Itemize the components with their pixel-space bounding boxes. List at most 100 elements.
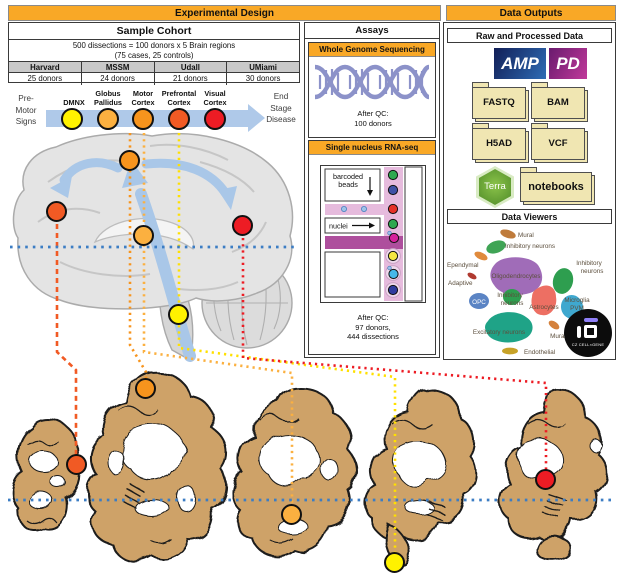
slice-1-prefrontal	[11, 418, 81, 532]
wgs-title: Whole Genome Sequencing	[309, 43, 435, 57]
dna-strand	[314, 64, 430, 100]
beads-label-line2: beads	[338, 180, 358, 189]
nucleus-particle	[340, 206, 347, 213]
left-arc-arrow	[59, 158, 123, 185]
stage-line: DMNX	[63, 97, 85, 107]
umap-label-mural-top: Mural	[518, 232, 534, 239]
bead	[388, 232, 400, 244]
dna-strand	[314, 64, 430, 100]
stage-line: Visual	[204, 89, 226, 98]
snrna-qc-line: 97 donors,	[355, 322, 391, 332]
stage-dot-globus-pallidus	[97, 108, 119, 130]
umap-label-mural-bottom: Mural	[550, 333, 566, 340]
experimental-design-header: Experimental Design	[8, 5, 441, 21]
vcf-folder: VCF	[530, 123, 585, 160]
umap-label-inhibitory-top: Inhibitory neurons	[505, 243, 555, 250]
cohort-summary: 500 dissections = 100 donors x 5 Brain r…	[9, 40, 299, 62]
umap-label-inhibitory-mid-2: neurons	[501, 300, 524, 307]
stage-line: Cortex	[131, 97, 155, 107]
umap-label-inhibitory-right-1: Inhibitory	[576, 260, 602, 267]
coronal-slices	[11, 370, 608, 565]
site-name: Udall	[154, 62, 228, 73]
brain-dot-prefrontal	[46, 201, 67, 222]
cellxgene-square-icon	[584, 325, 597, 338]
site-name: MSSM	[81, 62, 155, 73]
sample-cohort-title: Sample Cohort	[9, 23, 299, 40]
slice-2-motor	[86, 370, 227, 562]
stage-dot-visual-cortex	[204, 108, 226, 130]
microfluidics-diagram: barcoded beads nuclei	[320, 165, 426, 303]
umap-label-microglia-2: PVM	[570, 305, 584, 312]
snrna-qc-line: 444 dissections	[347, 332, 399, 341]
notebooks-folder: notebooks	[519, 167, 592, 202]
nuclei-channel	[325, 204, 384, 215]
lower-reservoir	[324, 251, 381, 298]
bead	[388, 268, 399, 280]
brain-dot-dmnx	[168, 304, 189, 325]
data-outputs-panel: Raw and Processed Data AMP PD FASTQ BAM …	[443, 22, 616, 360]
umap-label-astrocytes: Astrocytes	[529, 304, 558, 311]
cluster-inhibitory-right	[552, 268, 574, 294]
end-stage-line: Disease	[266, 115, 296, 124]
dna-helix-icon	[314, 64, 430, 100]
bead	[387, 218, 399, 230]
site-name: Harvard	[9, 62, 82, 73]
stage-line: Cortex	[167, 97, 191, 107]
site-name: UMiami	[227, 62, 299, 73]
cohort-summary-line1: 500 dissections = 100 donors x 5 Brain r…	[72, 41, 236, 50]
stage-line: Cortex	[203, 97, 227, 107]
pre-motor-line: Motor	[15, 105, 37, 115]
umap-label-adaptive: Adaptive	[448, 280, 473, 287]
cluster-ependymal	[474, 251, 488, 261]
h5ad-folder: H5AD	[471, 123, 526, 160]
amp-logo: AMP	[494, 48, 546, 79]
umap-label-inhibitory-mid-1: Inhibitory	[497, 292, 523, 299]
bead	[387, 250, 399, 262]
cluster-endothelial	[502, 347, 518, 355]
cohort-donor-row: 25 donors 24 donors 21 donors 30 donors	[9, 73, 299, 85]
end-stage-label: End Stage Disease	[258, 91, 304, 126]
nuclei-label: nuclei	[329, 222, 348, 231]
progression-arrowhead-icon	[248, 104, 265, 132]
nucleus-particle	[387, 265, 392, 271]
bead	[387, 184, 399, 196]
umap-label-oligodendrocytes: Oligodendrocytes	[491, 273, 540, 280]
slice-dot-prefrontal	[66, 454, 87, 475]
fastq-folder: FASTQ	[471, 82, 526, 119]
data-viewers-title: Data Viewers	[447, 209, 612, 224]
sagittal-brain-illustration	[12, 132, 294, 362]
pd-logo: PD	[549, 48, 587, 79]
site-donors: 30 donors	[245, 74, 281, 83]
snrna-qc-note: After QC: 97 donors, 444 dissections	[309, 313, 437, 342]
cellxgene-bar-icon	[577, 326, 581, 338]
slice-dot-motor	[135, 378, 156, 399]
end-stage-line: Stage	[270, 103, 292, 113]
pre-motor-line: Pre-	[18, 94, 34, 103]
cluster-mural-top	[500, 229, 516, 239]
umap-label-microglia-1: Microglia	[564, 297, 590, 304]
wgs-qc-note: After QC: 100 donors	[309, 109, 437, 128]
slice-dot-dmnx	[384, 552, 405, 573]
bam-folder: BAM	[530, 82, 585, 119]
cluster-mural-bottom	[548, 320, 560, 330]
snrna-title: Single nucleus RNA-seq	[309, 141, 435, 155]
snrna-box: Single nucleus RNA-seq barcoded beads nu…	[308, 140, 436, 355]
site-donors: 24 donors	[82, 73, 155, 85]
site-donors: 25 donors	[9, 73, 82, 85]
sample-cohort-panel: Sample Cohort 500 dissections = 100 dono…	[8, 22, 300, 85]
umap-label-opc: OPC	[472, 299, 486, 306]
droplets	[385, 248, 401, 298]
slice-dot-visual	[535, 469, 556, 490]
cellxgene-logo: CZ CELL×GENE	[564, 309, 612, 357]
nucleus-particle	[361, 206, 368, 213]
pre-motor-line: Signs	[15, 117, 37, 126]
cluster-excitatory	[485, 312, 533, 343]
assays-panel: Assays Whole Genome Sequencing Afte	[304, 22, 440, 358]
end-stage-line: End	[273, 92, 289, 101]
terra-logo: Terra	[476, 166, 514, 208]
raw-processed-title: Raw and Processed Data	[447, 28, 612, 43]
terra-logo-inner: Terra	[479, 169, 511, 205]
stage-dot-prefrontal-cortex	[168, 108, 190, 130]
assays-title: Assays	[305, 23, 439, 39]
